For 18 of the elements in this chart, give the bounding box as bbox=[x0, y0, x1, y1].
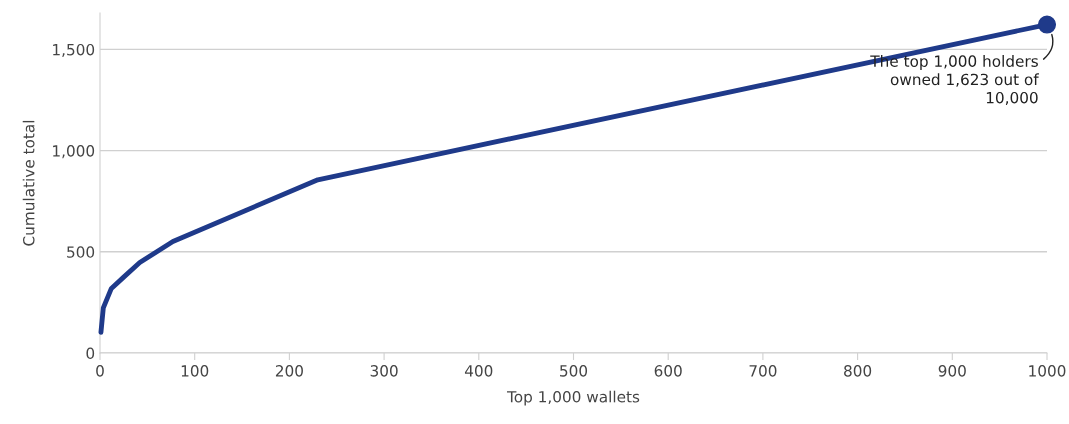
x-tick-label: 0 bbox=[96, 365, 104, 377]
x-tick-label: 700 bbox=[749, 365, 777, 377]
y-tick-label: 1,500 bbox=[53, 43, 95, 58]
x-tick-label: 900 bbox=[938, 365, 966, 377]
x-tick-label: 600 bbox=[654, 365, 682, 377]
y-tick-label: 0 bbox=[86, 347, 95, 360]
x-tick-label: 500 bbox=[560, 365, 588, 377]
x-tick-label: 100 bbox=[181, 365, 209, 377]
x-axis-title: Top 1,000 wallets bbox=[506, 390, 640, 406]
x-tick-label: 1000 bbox=[1029, 365, 1066, 377]
x-tick-label: 200 bbox=[275, 365, 303, 377]
y-tick-label: 500 bbox=[67, 246, 95, 258]
y-tick-label: 1,000 bbox=[53, 145, 95, 159]
x-tick-label: 800 bbox=[844, 365, 872, 377]
x-tick-label: 300 bbox=[370, 365, 398, 377]
annotation: The top 1,000 holders owned 1,623 out of 10,000 bbox=[870, 55, 1039, 106]
y-axis-title: Cumulative total bbox=[22, 120, 35, 246]
x-tick-label: 400 bbox=[464, 365, 493, 377]
